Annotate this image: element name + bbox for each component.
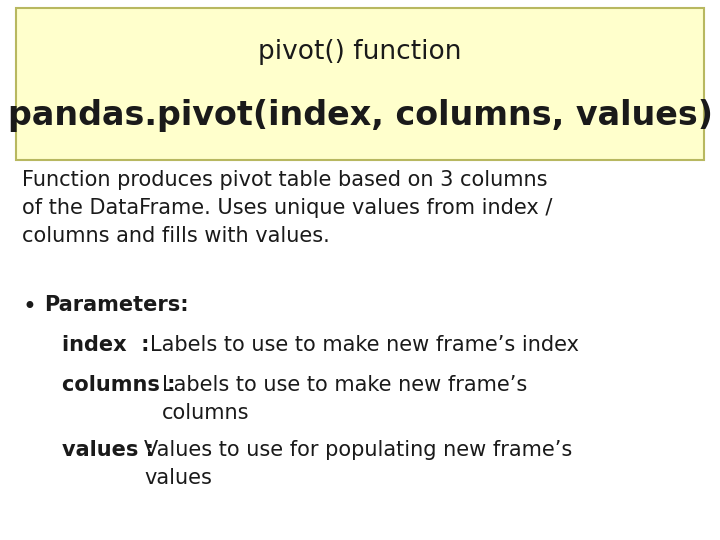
Text: pivot() function: pivot() function: [258, 39, 462, 65]
FancyBboxPatch shape: [16, 8, 704, 160]
Text: pandas.pivot(index, columns, values): pandas.pivot(index, columns, values): [7, 98, 713, 132]
Text: values :: values :: [62, 440, 154, 460]
Text: •: •: [22, 295, 36, 319]
Text: Parameters:: Parameters:: [44, 295, 189, 315]
Text: Function produces pivot table based on 3 columns
of the DataFrame. Uses unique v: Function produces pivot table based on 3…: [22, 170, 552, 246]
Text: Labels to use to make new frame’s index: Labels to use to make new frame’s index: [150, 335, 579, 355]
Text: index  :: index :: [62, 335, 150, 355]
Text: Values to use for populating new frame’s
values: Values to use for populating new frame’s…: [144, 440, 572, 488]
Text: columns :: columns :: [62, 375, 176, 395]
Text: Labels to use to make new frame’s
columns: Labels to use to make new frame’s column…: [162, 375, 527, 423]
